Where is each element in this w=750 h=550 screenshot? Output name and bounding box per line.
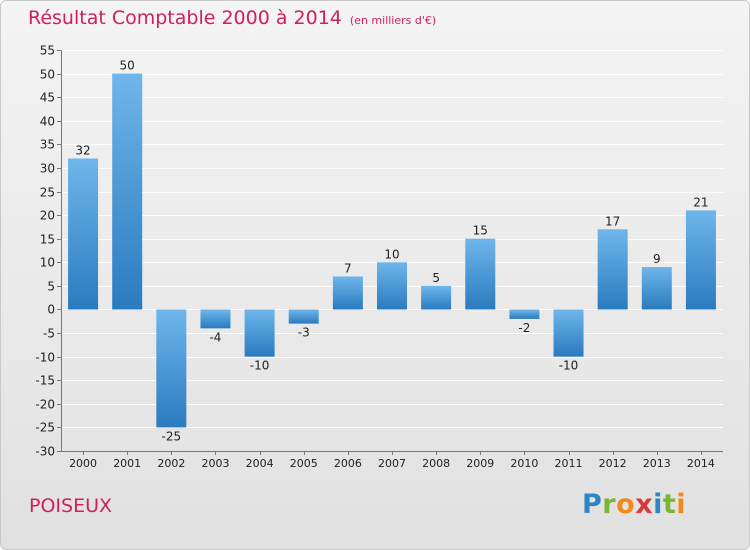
bar-2005 — [288, 309, 319, 324]
y-tick-label: 55 — [40, 44, 55, 58]
bars — [68, 73, 716, 428]
brand-letter: t — [662, 489, 677, 520]
bar-2003 — [200, 309, 231, 329]
bar-2001 — [112, 73, 143, 310]
x-tick-label: 2012 — [599, 457, 627, 470]
brand-letter: i — [653, 489, 663, 520]
value-label: -2 — [518, 321, 530, 335]
brand-letter: r — [602, 489, 617, 520]
value-label: -10 — [250, 359, 270, 373]
axes — [57, 50, 723, 455]
x-tick-label: 2002 — [157, 457, 185, 470]
y-tick-label: -5 — [43, 327, 55, 341]
x-tick-label: 2001 — [113, 457, 141, 470]
y-tick-label: 20 — [40, 209, 55, 223]
x-tick-label: 2000 — [69, 457, 97, 470]
chart-subtitle: (en milliers d'€) — [349, 14, 437, 27]
value-label: 10 — [384, 247, 399, 261]
bar-2013 — [641, 267, 672, 310]
x-tick-label: 2009 — [466, 457, 494, 470]
x-tick-label: 2011 — [555, 457, 583, 470]
x-tick-label: 2007 — [378, 457, 406, 470]
y-tick-label: 10 — [40, 256, 55, 270]
y-tick-label: 45 — [40, 91, 55, 105]
brand-letter: x — [635, 489, 654, 520]
bar-2000 — [68, 158, 99, 310]
y-tick-label: 5 — [47, 280, 55, 294]
value-label: -10 — [559, 359, 579, 373]
bar-2011 — [553, 309, 584, 357]
value-label: 17 — [605, 214, 620, 228]
value-label: 15 — [473, 224, 488, 238]
x-tick-label: 2005 — [290, 457, 318, 470]
y-tick-label: 50 — [40, 68, 55, 82]
chart-title: Résultat Comptable 2000 à 2014 (en millie… — [28, 7, 436, 29]
value-label: 32 — [75, 144, 90, 158]
bar-2009 — [465, 238, 496, 310]
y-tick-label: -20 — [35, 398, 55, 412]
y-tick-label: -30 — [35, 445, 55, 459]
labels: 5550454035302520151050-5-10-15-20-25-303… — [35, 44, 715, 471]
brand-logo: Proxiti — [582, 489, 686, 520]
y-tick-label: 40 — [40, 115, 55, 129]
y-tick-label: 0 — [47, 303, 55, 317]
value-label: 50 — [120, 59, 135, 73]
value-label: -3 — [298, 326, 310, 340]
x-tick-label: 2014 — [687, 457, 715, 470]
commune-name: POISEUX — [29, 495, 113, 517]
y-tick-label: -15 — [35, 374, 55, 388]
value-label: -4 — [209, 330, 221, 344]
bar-2012 — [597, 229, 628, 310]
x-tick-label: 2004 — [246, 457, 274, 470]
y-tick-label: 15 — [40, 233, 55, 247]
bar-2006 — [332, 276, 363, 310]
x-tick-label: 2010 — [510, 457, 538, 470]
bar-2014 — [685, 210, 716, 310]
bar-2004 — [244, 309, 275, 357]
bar-2010 — [509, 309, 540, 319]
brand-letter: P — [582, 489, 603, 520]
y-tick-label: -25 — [35, 421, 55, 435]
value-label: 9 — [653, 252, 661, 266]
y-tick-label: 35 — [40, 138, 55, 152]
x-tick-label: 2003 — [201, 457, 229, 470]
x-tick-label: 2013 — [643, 457, 671, 470]
x-tick-label: 2008 — [422, 457, 450, 470]
value-label: 5 — [432, 271, 440, 285]
x-tick-label: 2006 — [334, 457, 362, 470]
y-tick-label: -10 — [35, 351, 55, 365]
y-tick-label: 30 — [40, 162, 55, 176]
bar-2002 — [156, 309, 187, 428]
y-tick-label: 25 — [40, 186, 55, 200]
value-label: 21 — [693, 195, 708, 209]
bar-2008 — [421, 285, 452, 310]
chart-title-text: Résultat Comptable 2000 à 2014 — [28, 7, 342, 29]
brand-letter: i — [676, 489, 687, 520]
value-label: 7 — [344, 261, 352, 275]
brand-letter: o — [616, 489, 636, 520]
value-label: -25 — [162, 429, 182, 443]
bar-2007 — [377, 262, 407, 310]
